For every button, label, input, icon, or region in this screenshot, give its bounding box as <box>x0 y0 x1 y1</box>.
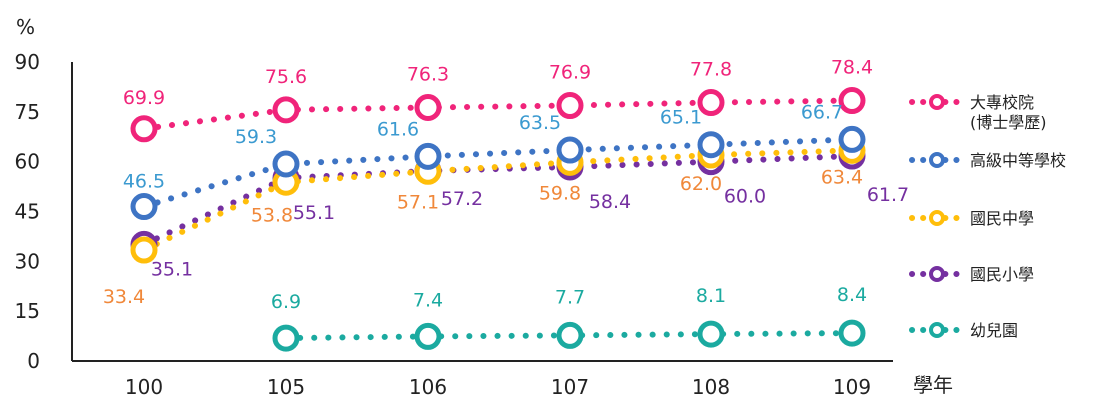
y-tick-label: 90 <box>15 50 40 74</box>
data-point-marker <box>838 319 866 347</box>
data-labels: 69.9 75.6 76.3 76.9 77.8 78.4 46.5 59.3 61.6 63.5… <box>103 57 909 314</box>
data-label: 66.7 <box>801 101 843 123</box>
data-point-marker <box>272 96 300 124</box>
axes <box>71 62 893 362</box>
data-label: 57.2 <box>441 188 483 210</box>
series-line <box>141 97 855 132</box>
x-tick-label: 107 <box>551 375 589 399</box>
data-point-marker <box>414 94 442 122</box>
data-label: 35.1 <box>151 258 193 280</box>
series-line <box>141 153 855 248</box>
legend-marker <box>929 210 945 226</box>
legend-label: 高級中等學校 <box>970 151 1066 170</box>
x-tick-labels: 100 105 106 107 108 109 <box>125 375 871 399</box>
legend-marker <box>929 266 945 282</box>
data-point-marker <box>697 320 725 348</box>
legend-marker <box>929 152 945 168</box>
data-label: 61.7 <box>867 184 909 206</box>
legend-marker <box>929 94 945 110</box>
data-label: 63.5 <box>519 112 561 134</box>
x-tick-label: 105 <box>267 375 305 399</box>
data-label: 58.4 <box>589 191 631 213</box>
data-point-marker <box>697 131 725 159</box>
data-label: 8.1 <box>696 285 726 307</box>
data-label: 33.4 <box>103 286 145 308</box>
data-label: 55.1 <box>293 202 335 224</box>
y-tick-label: 15 <box>15 299 40 323</box>
data-point-marker <box>556 92 584 120</box>
data-label: 57.1 <box>397 191 439 213</box>
data-point-marker <box>130 236 158 264</box>
legend-label: 幼兒園 <box>970 321 1018 340</box>
legend-label: (博士學歷) <box>970 113 1047 132</box>
data-label: 59.3 <box>235 126 277 148</box>
data-label: 53.8 <box>251 204 293 226</box>
y-tick-label: 30 <box>15 249 40 273</box>
data-point-marker <box>556 136 584 164</box>
series-markers <box>130 87 866 352</box>
data-point-marker <box>130 193 158 221</box>
data-point-marker <box>697 89 725 117</box>
y-tick-labels: 0 15 30 45 60 75 90 <box>15 50 40 373</box>
x-tick-label: 109 <box>833 375 871 399</box>
data-label: 63.4 <box>821 166 863 188</box>
legend-label: 大專校院 <box>970 93 1034 112</box>
data-point-marker <box>130 115 158 143</box>
data-label: 75.6 <box>265 66 307 88</box>
x-tick-label: 100 <box>125 375 163 399</box>
x-axis-title: 學年 <box>913 373 953 397</box>
data-label: 46.5 <box>123 171 165 193</box>
data-label: 7.4 <box>413 289 443 311</box>
y-tick-label: 45 <box>15 200 40 224</box>
data-point-marker <box>272 150 300 178</box>
x-tick-label: 106 <box>409 375 447 399</box>
data-label: 62.0 <box>680 173 722 195</box>
data-label: 69.9 <box>123 87 165 109</box>
y-unit-label: % <box>16 15 35 39</box>
data-label: 59.8 <box>539 182 581 204</box>
data-point-marker <box>838 125 866 153</box>
data-point-marker <box>838 87 866 115</box>
data-label: 7.7 <box>555 286 585 308</box>
legend-marker <box>929 322 945 338</box>
y-tick-label: 0 <box>27 349 40 373</box>
data-label: 77.8 <box>690 59 732 81</box>
data-label: 8.4 <box>837 284 867 306</box>
y-tick-label: 60 <box>15 150 40 174</box>
data-label: 76.3 <box>407 64 449 86</box>
data-label: 78.4 <box>831 57 873 79</box>
data-label: 61.6 <box>377 118 419 140</box>
legend-label: 國民中學 <box>970 209 1034 228</box>
data-point-marker <box>414 142 442 170</box>
series-line <box>141 147 855 254</box>
data-label: 65.1 <box>660 107 702 129</box>
data-label: 6.9 <box>271 291 301 313</box>
y-tick-label: 75 <box>15 100 40 124</box>
data-point-marker <box>272 324 300 352</box>
data-point-marker <box>556 321 584 349</box>
data-label: 76.9 <box>549 62 591 84</box>
legend-label: 國民小學 <box>970 265 1034 284</box>
data-label: 60.0 <box>724 186 766 208</box>
data-point-marker <box>414 322 442 350</box>
x-tick-label: 108 <box>692 375 730 399</box>
